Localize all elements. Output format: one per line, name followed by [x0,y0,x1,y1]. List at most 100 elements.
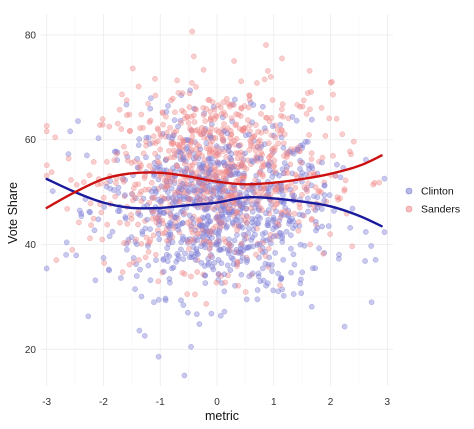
clinton-point [294,147,301,153]
sanders-point [203,238,210,245]
sanders-point [308,156,315,162]
clinton-point [278,275,285,281]
sanders-point [208,125,215,132]
sanders-point [119,176,126,183]
clinton-point [246,131,252,138]
sanders-point [186,238,193,245]
clinton-point [202,241,208,248]
sanders-point [138,111,145,118]
x-tick-label: -2 [99,397,108,408]
clinton-point [297,280,304,287]
sanders-point [207,141,214,147]
sanders-point [263,42,269,48]
sanders-point [186,151,192,158]
sanders-point [190,53,197,60]
sanders-point [200,66,207,73]
clinton-point [193,311,200,318]
sanders-point [268,147,275,154]
clinton-point [229,171,236,178]
clinton-point [242,150,248,157]
sanders-point [258,164,265,170]
clinton-point [136,327,143,334]
clinton-point [234,170,241,177]
clinton-point [269,262,275,268]
sanders-point [254,80,260,86]
sanders-point [118,126,125,132]
sanders-point [220,148,227,155]
clinton-point [175,226,182,233]
sanders-point [152,150,158,157]
sanders-point [138,240,145,247]
clinton-point [331,208,337,214]
clinton-point [236,142,242,149]
clinton-point [190,155,197,162]
clinton-point [155,176,162,183]
sanders-point [247,137,254,144]
sanders-point [52,134,59,141]
clinton-point [200,222,206,229]
clinton-point [123,101,130,108]
y-tick-label: 20 [25,345,37,356]
sanders-point [100,194,107,201]
sanders-point [258,110,264,117]
sanders-point [207,253,214,259]
clinton-point [162,297,169,304]
clinton-point [243,205,249,212]
sanders-point [228,131,235,138]
clinton-point [280,144,287,151]
clinton-point [248,157,255,164]
clinton-point [270,233,277,240]
sanders-point [272,144,278,151]
clinton-point [159,130,166,137]
clinton-point [304,138,311,145]
clinton-point [205,214,211,220]
clinton-point [192,257,199,263]
sanders-point [315,189,322,195]
clinton-point [250,243,257,250]
clinton-point [262,260,269,267]
clinton-point [217,220,224,226]
sanders-point [185,120,192,126]
clinton-point [168,185,175,192]
clinton-point [43,265,50,272]
sanders-point [279,55,285,62]
clinton-point [145,243,151,249]
clinton-point [381,229,388,235]
sanders-point [247,128,253,134]
clinton-point [197,164,204,171]
sanders-point [188,113,195,120]
sanders-point [192,291,198,298]
clinton-point [259,265,266,272]
sanders-point [126,128,133,135]
clinton-point [49,188,56,194]
sanders-point [237,149,244,155]
clinton-point [200,162,207,169]
sanders-point [187,222,194,229]
clinton-point [236,189,243,196]
clinton-point [270,226,277,232]
sanders-point [145,248,152,255]
sanders-point [155,127,161,133]
sanders-point [277,131,284,137]
clinton-point [280,192,286,199]
sanders-point [203,164,210,171]
clinton-point [176,184,183,191]
sanders-point [245,104,252,111]
sanders-point [193,106,199,113]
sanders-point [204,188,211,195]
clinton-point [201,263,208,269]
clinton-point [130,255,137,261]
clinton-point [290,251,297,258]
sanders-point [320,250,327,257]
sanders-point [128,211,134,218]
clinton-point [219,202,226,209]
x-axis-ticks: -3 -2 -1 0 1 2 3 [42,397,390,408]
clinton-point [278,212,285,218]
clinton-point [193,250,200,257]
sanders-point [210,146,217,152]
sanders-point [225,241,232,248]
x-tick-label: -1 [156,397,165,408]
clinton-point [269,268,275,274]
sanders-point [330,152,336,159]
clinton-point [349,205,356,212]
